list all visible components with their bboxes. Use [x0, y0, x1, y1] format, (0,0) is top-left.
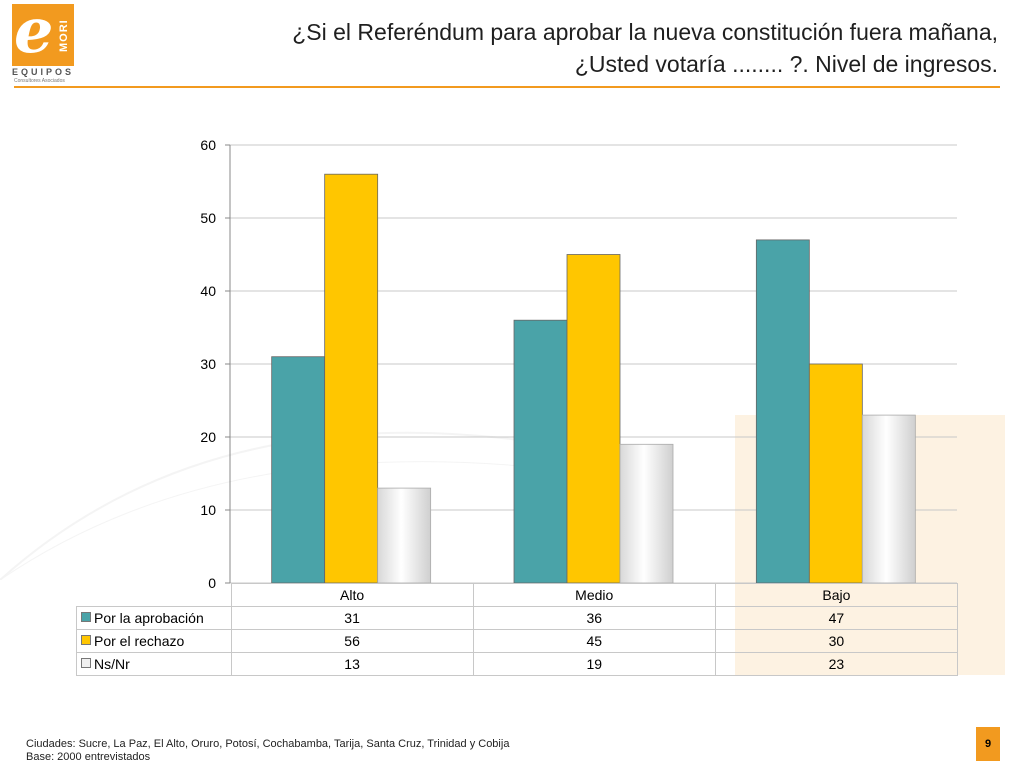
footnote-base: Base: 2000 entrevistados	[26, 751, 151, 763]
table-cell: 23	[714, 652, 959, 676]
bar	[271, 356, 326, 584]
legend-label: Por la aprobación	[94, 610, 204, 626]
table-cell: 56	[230, 629, 474, 653]
legend-label: Ns/Nr	[94, 656, 130, 672]
table-header-cell: Bajo	[714, 583, 959, 607]
y-tick-label: 30	[200, 356, 216, 372]
table-cell: 45	[472, 629, 716, 653]
legend-swatch	[81, 612, 91, 622]
table-cell: 19	[472, 652, 716, 676]
footnote-cities: Ciudades: Sucre, La Paz, El Alto, Oruro,…	[26, 738, 510, 750]
logo-tagline: Consultores Asociados	[14, 78, 65, 84]
bar	[566, 254, 621, 584]
slide-title-line2: ¿Usted votaría ........ ?. Nivel de ingr…	[574, 51, 998, 77]
table-cell: 47	[714, 606, 959, 630]
table-header-cell: Medio	[472, 583, 716, 607]
logo-orange-square	[12, 4, 74, 66]
y-tick-label: 0	[208, 575, 216, 591]
bar	[755, 239, 810, 584]
y-tick-label: 50	[200, 210, 216, 226]
table-cell: 31	[230, 606, 474, 630]
slide-title-line1: ¿Si el Referéndum para aprobar la nueva …	[292, 19, 998, 45]
bar	[513, 319, 568, 584]
bar-chart: 0 10 20 30 40 50 60	[200, 137, 957, 591]
footnote: Ciudades: Sucre, La Paz, El Alto, Oruro,…	[26, 738, 509, 764]
table-row: Por el rechazo 56 45 30	[76, 629, 959, 653]
table-header-row: Alto Medio Bajo	[76, 583, 959, 607]
legend-entry-nsnr: Ns/Nr	[76, 652, 232, 676]
table-cell: 36	[472, 606, 716, 630]
logo-e-mark: e	[14, 0, 54, 67]
bar	[861, 414, 916, 584]
chart-data-table: Alto Medio Bajo Por la aprobación 31 36 …	[76, 583, 959, 676]
table-header-cell: Alto	[230, 583, 474, 607]
table-row: Ns/Nr 13 19 23	[76, 652, 959, 676]
bar	[377, 487, 432, 584]
y-tick-label: 10	[200, 502, 216, 518]
logo-equipos-text: EQUIPOS	[12, 67, 75, 77]
table-cell: 30	[714, 629, 959, 653]
y-tick-label: 20	[200, 429, 216, 445]
y-tick-label: 60	[200, 137, 216, 153]
table-cell: 13	[230, 652, 474, 676]
page-number: 9	[976, 727, 1000, 761]
bar	[808, 363, 863, 584]
title-divider	[14, 86, 1000, 88]
legend-entry-rechazo: Por el rechazo	[76, 629, 232, 653]
legend-entry-aprobacion: Por la aprobación	[76, 606, 232, 630]
legend-swatch	[81, 658, 91, 668]
bar	[324, 173, 379, 584]
legend-swatch	[81, 635, 91, 645]
slide-title: ¿Si el Referéndum para aprobar la nueva …	[118, 16, 998, 80]
equipos-mori-logo: e MORI EQUIPOS Consultores Asociados	[8, 0, 80, 84]
bar	[619, 443, 674, 584]
table-row: Por la aprobación 31 36 47	[76, 606, 959, 630]
y-tick-label: 40	[200, 283, 216, 299]
legend-label: Por el rechazo	[94, 633, 185, 649]
table-corner-cell	[76, 583, 232, 607]
